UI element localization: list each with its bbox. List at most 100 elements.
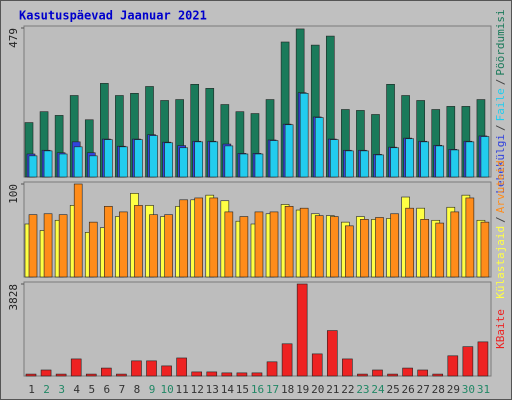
- bar: [480, 221, 490, 278]
- bar: [58, 153, 68, 178]
- bar: [104, 206, 113, 278]
- plot-area: [23, 281, 492, 377]
- bar: [176, 357, 187, 377]
- legend-separator: /: [494, 216, 507, 223]
- bar: [251, 372, 263, 377]
- legend-entry: Faile: [494, 88, 507, 121]
- x-tick-label: 28: [432, 383, 445, 396]
- bar: [43, 213, 53, 278]
- bar: [326, 330, 338, 377]
- bar: [360, 219, 369, 278]
- bar: [116, 373, 127, 377]
- bar: [239, 216, 249, 278]
- bar: [462, 346, 474, 377]
- legend: Lehekülgi / Faile / Pöördumisi: [494, 9, 507, 193]
- bar: [420, 219, 429, 278]
- bar: [119, 211, 128, 278]
- bar: [402, 367, 413, 377]
- bar: [134, 205, 143, 278]
- chart-title: Kasutuspäevad Jaanuar 2021: [19, 9, 207, 23]
- bar: [477, 341, 489, 377]
- legend-separator: /: [494, 124, 507, 131]
- bar: [206, 371, 218, 377]
- bar: [209, 141, 219, 178]
- x-tick-label: 25: [386, 383, 399, 396]
- bar: [417, 369, 428, 377]
- bar: [405, 138, 414, 178]
- bar: [299, 207, 309, 278]
- bar: [447, 355, 459, 377]
- bar: [164, 214, 173, 278]
- x-tick-label: 17: [266, 383, 279, 396]
- bar: [131, 360, 142, 377]
- bar: [28, 155, 38, 178]
- bar: [88, 155, 98, 178]
- x-tick-label: 26: [402, 383, 415, 396]
- x-tick-label: 1: [28, 383, 35, 396]
- bar: [149, 214, 158, 278]
- x-tick-label: 30: [462, 383, 475, 396]
- bar: [224, 211, 234, 278]
- bar: [372, 369, 383, 377]
- y-tick-label: 3828: [7, 284, 20, 311]
- bar: [224, 145, 234, 178]
- legend: Külastajaid / Arvuteid: [494, 160, 507, 298]
- bar: [342, 358, 353, 377]
- x-tick-label: 3: [58, 383, 65, 396]
- bar: [390, 147, 399, 178]
- bar: [73, 183, 83, 278]
- bar: [28, 214, 38, 278]
- x-tick-label: 14: [221, 383, 235, 396]
- bar: [191, 371, 203, 377]
- bar: [104, 139, 113, 178]
- bar: [161, 365, 172, 377]
- x-tick-label: 7: [119, 383, 126, 396]
- bar: [311, 353, 323, 377]
- bar: [194, 197, 204, 278]
- bar: [432, 373, 444, 377]
- x-tick-label: 19: [296, 383, 309, 396]
- x-tick-label: 31: [477, 383, 490, 396]
- bar: [134, 139, 143, 178]
- bar: [296, 283, 308, 377]
- bar: [209, 197, 219, 278]
- bar: [450, 211, 460, 278]
- bar: [40, 369, 52, 377]
- x-tick-label: 18: [281, 383, 294, 396]
- bar: [284, 124, 294, 178]
- bar: [25, 373, 37, 377]
- bar: [179, 147, 188, 178]
- x-tick-label: 8: [134, 383, 141, 396]
- bar: [329, 216, 339, 278]
- bar: [345, 225, 354, 278]
- bar: [254, 153, 264, 178]
- bar: [465, 141, 475, 178]
- y-tick-label: 479: [7, 28, 20, 48]
- bar: [390, 213, 399, 278]
- legend-separator: /: [494, 79, 507, 86]
- bar: [284, 206, 294, 278]
- bar: [420, 141, 429, 178]
- legend: KBaite: [494, 309, 507, 349]
- x-tick-label: 9: [149, 383, 156, 396]
- bar: [146, 360, 157, 377]
- bar: [345, 150, 354, 178]
- bar: [450, 149, 460, 178]
- bar: [73, 146, 83, 178]
- bar: [435, 145, 445, 178]
- y-tick-label: 100: [7, 184, 20, 204]
- bar: [88, 221, 98, 278]
- x-tick-label: 29: [447, 383, 460, 396]
- x-tick-label: 2: [43, 383, 50, 396]
- x-tick-label: 22: [341, 383, 354, 396]
- bar: [314, 117, 324, 178]
- x-tick-label: 15: [236, 383, 249, 396]
- bar: [149, 135, 158, 178]
- bar: [314, 215, 324, 278]
- bar: [375, 154, 384, 178]
- bar: [266, 361, 278, 377]
- bar: [58, 214, 68, 278]
- legend-entry: Lehekülgi: [494, 134, 507, 194]
